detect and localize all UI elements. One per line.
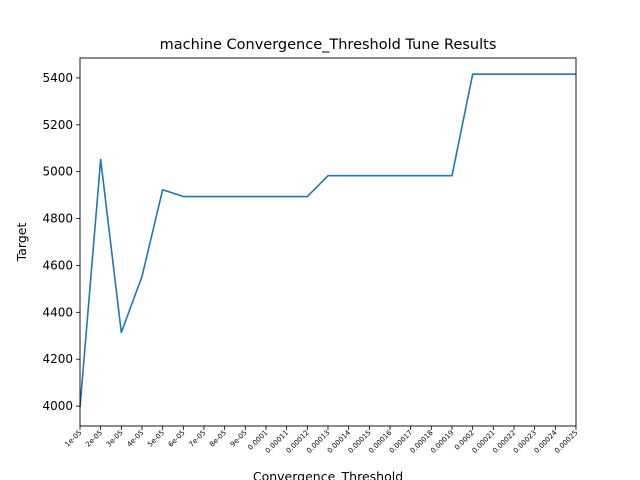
x-tick-label: 7e-05 [187, 429, 207, 449]
x-tick-label: 0.00019 [429, 429, 455, 455]
x-axis: 1e-05 2e-05 3e-05 4e-05 5e-05 6e-05 7e-05 8e-05… [63, 426, 579, 455]
x-tick-label: 4e-05 [125, 429, 145, 449]
y-tick-label: 4800 [42, 212, 73, 226]
y-axis: 4000 4200 4400 4600 4800 5000 5200 5400 [42, 71, 80, 413]
y-tick-label: 5400 [42, 71, 73, 85]
series-layer [79, 73, 576, 408]
x-tick-label: 5e-05 [146, 429, 166, 449]
y-tick-label: 4200 [42, 352, 73, 366]
x-tick-label: 0.00025 [553, 429, 579, 455]
x-axis-label: Convergence_Threshold [253, 469, 403, 480]
x-tick-label: 1e-05 [63, 429, 83, 449]
x-tick-label: 3e-05 [105, 429, 125, 449]
y-axis-label: Target [14, 223, 29, 263]
y-tick-label: 5000 [42, 165, 73, 179]
y-tick-label: 4400 [42, 305, 73, 319]
x-tick-label: 2e-05 [84, 429, 104, 449]
y-tick-label: 5200 [42, 118, 73, 132]
series-line [79, 73, 576, 408]
chart-title: machine Convergence_Threshold Tune Resul… [160, 37, 497, 53]
plot-area: 4000 4200 4400 4600 4800 5000 5200 5400 1e-05 2e… [42, 57, 579, 455]
x-tick-label: 6e-05 [167, 429, 187, 449]
plot-frame [79, 57, 577, 427]
y-tick-label: 4600 [42, 258, 73, 272]
x-tick-label: 8e-05 [208, 429, 228, 449]
y-tick-label: 4000 [42, 399, 73, 413]
